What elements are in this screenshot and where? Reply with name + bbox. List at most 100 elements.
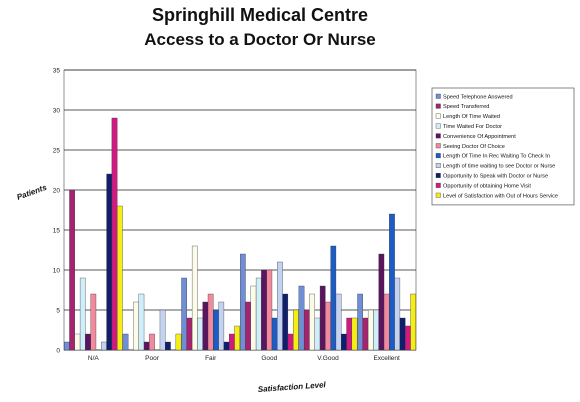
bar — [85, 333, 91, 351]
bar — [202, 301, 209, 351]
bar — [373, 309, 379, 351]
legend-swatch — [435, 113, 441, 119]
bar — [309, 293, 315, 351]
bar — [234, 325, 240, 351]
bar — [106, 173, 113, 351]
bar — [410, 293, 416, 351]
bar — [325, 301, 331, 351]
chart-subtitle: Access to a Doctor Or Nurse — [144, 30, 376, 49]
legend-entry: Length Of Time In Rec Waiting To Check I… — [443, 154, 550, 160]
legend-entry: Convenience Of Appointment — [443, 134, 516, 140]
bar — [90, 293, 97, 351]
legend-swatch — [435, 163, 441, 168]
legend-entry: Time Waited For Doctor — [443, 124, 502, 130]
bar — [399, 317, 406, 351]
bar — [149, 333, 155, 351]
legend-swatch — [435, 153, 441, 159]
bar — [101, 341, 107, 351]
legend-swatch — [435, 173, 441, 178]
bar — [165, 341, 171, 351]
bar — [240, 253, 246, 351]
bar — [255, 277, 262, 351]
plot-area — [63, 69, 417, 351]
bar — [282, 293, 289, 351]
x-axis-label: Satisfaction Level — [258, 380, 327, 394]
bar — [250, 285, 257, 351]
legend-swatch — [435, 103, 441, 109]
bar — [261, 269, 267, 351]
x-tick-label: V.Good — [317, 355, 339, 362]
bar — [191, 245, 198, 351]
legend-entry: Opportunity of obtaining Home Visit — [443, 183, 531, 189]
legend-entry: Length of time waiting to see Doctor or … — [443, 164, 555, 170]
bar — [341, 333, 347, 351]
legend: Speed Telephone Answered Speed Transferre… — [431, 87, 575, 206]
bar — [79, 277, 86, 351]
bar — [405, 325, 411, 351]
bar — [314, 317, 321, 351]
legend-swatch — [435, 93, 441, 99]
y-tick-label: 25 — [53, 147, 61, 154]
bar — [74, 333, 81, 351]
bar — [159, 309, 166, 351]
bar — [138, 293, 145, 351]
bar — [271, 317, 278, 351]
legend-box — [431, 87, 575, 206]
bar — [229, 333, 235, 351]
bar — [186, 317, 193, 351]
y-tick-label: 20 — [53, 187, 61, 194]
bar — [383, 293, 390, 351]
bar — [362, 317, 369, 351]
bar — [111, 117, 118, 351]
bar — [367, 309, 374, 351]
y-tick-label: 5 — [56, 307, 60, 314]
legend-entry: Seeing Doctor Of Choice — [443, 144, 505, 150]
legend-swatch — [435, 192, 441, 198]
bar — [133, 301, 139, 351]
bar — [319, 285, 326, 351]
y-tick-label: 10 — [53, 267, 61, 274]
legend-entry: Level of Satisfaction with Out of Hours … — [443, 193, 558, 199]
bar — [394, 277, 401, 351]
y-tick-label: 30 — [53, 107, 61, 114]
bar — [69, 189, 75, 351]
legend-entry: Speed Transferred — [443, 104, 489, 110]
bar — [117, 205, 123, 351]
legend-swatch — [435, 133, 441, 139]
bar — [277, 261, 283, 351]
x-tick-label: Excellent — [373, 355, 400, 362]
bar — [143, 341, 150, 351]
bar — [293, 309, 299, 351]
bar — [197, 317, 203, 351]
legend-swatch — [435, 123, 441, 129]
bar — [213, 309, 219, 351]
bar — [351, 317, 358, 351]
legend-entry: Length Of Time Waited — [443, 114, 500, 120]
bar — [122, 333, 129, 351]
y-axis-label: Patients — [16, 183, 49, 202]
bar — [175, 333, 182, 351]
chart-title: Springhill Medical Centre — [151, 5, 369, 25]
legend-swatch — [435, 143, 441, 149]
x-tick-label: Fair — [205, 355, 217, 362]
bar — [335, 293, 342, 351]
y-tick-label: 15 — [53, 227, 61, 234]
y-tick-label: 0 — [56, 347, 60, 354]
legend-entry: Opportunity to Speak with Doctor or Nurs… — [443, 174, 548, 180]
bar — [181, 277, 187, 351]
bar — [357, 293, 363, 351]
x-tick-label: N/A — [88, 355, 100, 362]
bar — [346, 317, 353, 351]
x-tick-label: Good — [261, 355, 277, 362]
bar — [298, 285, 305, 351]
legend-swatch — [435, 182, 441, 188]
bar — [330, 245, 337, 351]
bar — [64, 341, 70, 351]
bar — [287, 333, 294, 351]
legend-entry: Speed Telephone Answered — [443, 94, 513, 100]
x-tick-label: Poor — [145, 355, 160, 362]
bar — [245, 301, 251, 351]
bar — [303, 309, 310, 351]
bar — [223, 341, 230, 351]
